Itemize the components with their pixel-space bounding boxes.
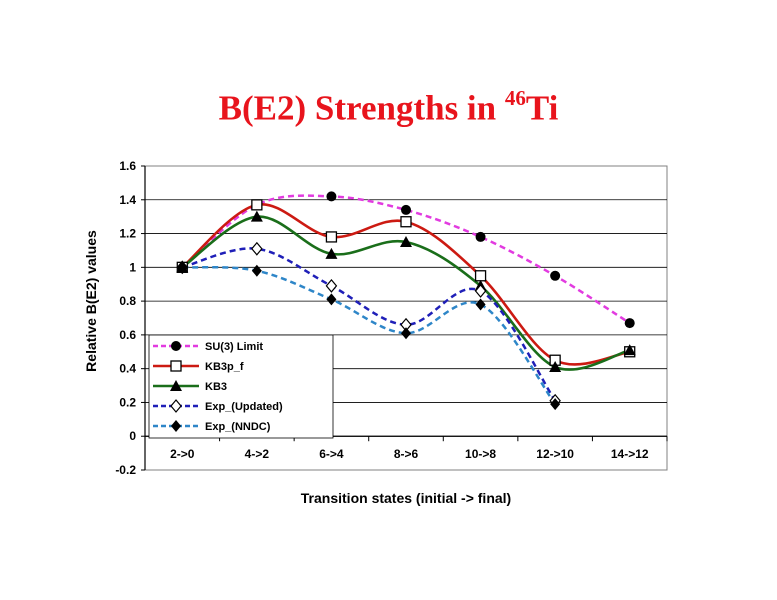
legend-label-kb3p-f: KB3p_f: [205, 361, 244, 373]
legend-label-exp-nndc: Exp_(NNDC): [205, 421, 271, 433]
y-tick-label-0: -0.2: [115, 463, 136, 477]
legend-marker-kb3: [170, 380, 182, 391]
point-exp-nndc-4: [475, 298, 486, 311]
x-tick-label-1: 4->2: [245, 447, 270, 461]
point-exp-updated-4: [474, 284, 487, 298]
legend-label-exp-updated: Exp_(Updated): [205, 401, 283, 413]
point-kb3p-f-4: [474, 270, 487, 282]
point-exp-nndc-3: [401, 327, 411, 340]
y-tick-label-1: 0: [129, 429, 136, 443]
point-exp-nndc-0: [177, 261, 188, 274]
point-kb3-6: [623, 344, 636, 356]
legend-label-kb3: KB3: [205, 381, 227, 393]
y-tick-label-5: 0.8: [119, 294, 136, 308]
series-layer: [176, 191, 636, 411]
y-tick-label-3: 0.4: [119, 362, 136, 376]
point-kb3-2: [325, 247, 338, 259]
point-su-3-limit-4: [475, 231, 486, 242]
x-tick-label-3: 8->6: [394, 447, 419, 461]
x-tick-label-2: 6->4: [319, 447, 344, 461]
legend-marker-exp-nndc: [171, 420, 181, 432]
series-line-exp-updated: [181, 247, 557, 402]
y-axis-title: Relative B(E2) values: [83, 230, 99, 372]
point-exp-nndc-5: [550, 398, 561, 411]
x-tick-label-6: 14->12: [611, 447, 649, 461]
point-kb3p-f-1: [251, 199, 263, 211]
point-su-3-limit-2: [326, 191, 337, 202]
x-tick-label-0: 2->0: [170, 447, 195, 461]
legend-marker-exp-updated: [170, 399, 182, 413]
chart-title: B(E2) Strengths in 46Ti: [0, 86, 777, 129]
y-tick-label-9: 1.6: [119, 159, 136, 173]
point-exp-updated-2: [325, 278, 338, 293]
x-axis-title: Transition states (initial -> final): [301, 490, 511, 506]
point-kb3p-f-2: [325, 231, 338, 243]
y-tick-label-7: 1.2: [119, 227, 136, 241]
point-kb3-5: [549, 360, 562, 372]
point-kb3p-f-3: [400, 216, 412, 228]
chart-title-text: B(E2) Strengths in: [218, 88, 505, 128]
legend-marker-kb3p-f: [170, 360, 182, 372]
chart-title-superscript: 46: [504, 86, 526, 110]
point-su-3-limit-6: [624, 318, 635, 329]
legend-marker-su-3-limit: [171, 341, 181, 351]
point-exp-nndc-1: [251, 264, 262, 277]
x-tick-label-5: 12->10: [536, 447, 574, 461]
legend-label-su-3-limit: SU(3) Limit: [205, 341, 263, 353]
point-su-3-limit-5: [550, 270, 561, 281]
point-su-3-limit-3: [401, 204, 411, 215]
point-exp-updated-1: [251, 241, 263, 256]
point-kb3-3: [400, 236, 412, 247]
chart-title-suffix: Ti: [525, 88, 559, 128]
y-tick-label-4: 0.6: [119, 328, 136, 342]
x-tick-label-4: 10->8: [465, 447, 496, 461]
y-tick-label-8: 1.4: [119, 193, 136, 207]
y-tick-label-6: 1: [129, 260, 136, 274]
point-kb3-1: [250, 210, 263, 222]
legend: SU(3) Limit KB3p_f KB3 Exp_(Updated) Exp_(NN…: [148, 334, 334, 439]
y-tick-label-2: 0.2: [119, 395, 136, 409]
point-exp-nndc-2: [326, 293, 337, 306]
